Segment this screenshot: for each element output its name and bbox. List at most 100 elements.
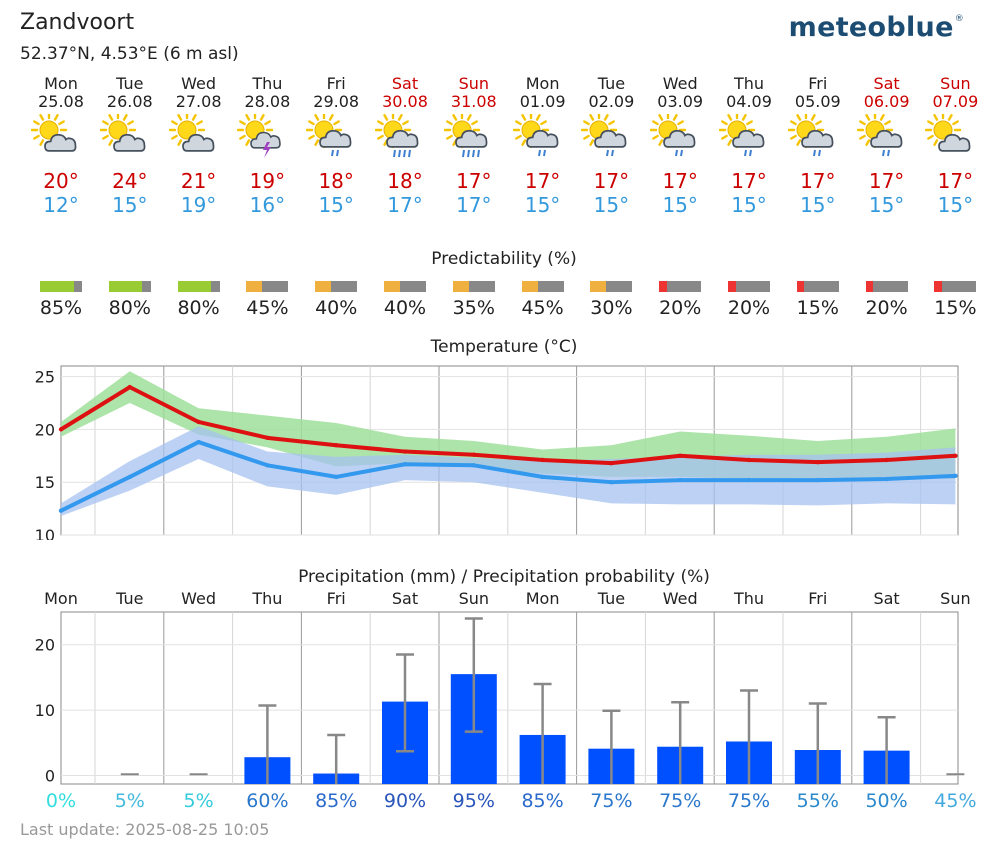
predictability-item: 80% [167,281,231,319]
precip-probability: 90% [383,790,427,812]
day-date: 28.08 [244,92,291,111]
day-column[interactable]: Sun 07.09 17° 15° [925,75,985,217]
predictability-fill [177,281,212,292]
predictability-value: 15% [934,297,977,319]
precip-probability: 5% [114,790,145,812]
day-name: Fri [326,74,346,93]
predictability-fill [865,281,874,292]
day-column[interactable]: Thu 28.08 19° 16° [237,75,297,217]
day-column[interactable]: Sun 31.08 17° 17° [443,74,504,217]
day-date: 07.09 [932,92,979,111]
day-name: Mon [44,74,78,93]
predictability-fill [659,281,667,292]
temp-point [471,452,476,457]
predictability-fill [315,281,332,292]
precip-x-label: Tue [597,589,625,608]
temp-max: 17° [456,169,492,193]
day-name: Wed [662,74,698,93]
day-column[interactable]: Sat 30.08 18° 17° [375,75,435,217]
predictability-item: 20% [855,281,919,319]
precip-probability: 75% [590,790,633,812]
temp-min: 15° [868,193,905,217]
temp-min: 12° [43,193,79,217]
day-column[interactable]: Fri 05.09 17° 15° [787,75,848,217]
predictability-bar [521,281,564,292]
temp-min: 16° [249,193,286,217]
precip-x-label: Mon [44,589,78,608]
day-column[interactable]: Mon 01.09 17° 15° [512,75,573,217]
temp-point [884,457,889,463]
precip-y-tick: 0 [45,766,55,785]
predictability-value: 80% [177,297,220,319]
precip-x-label: Wed [181,589,216,608]
day-date: 05.09 [794,92,841,111]
day-name: Thu [252,74,283,93]
predictability-bar [246,281,289,292]
temp-y-tick: 10 [35,526,55,540]
temp-point [953,473,958,479]
precip-probability: 75% [659,790,702,812]
predictability-value: 30% [590,297,633,319]
precip-probability: 5% [183,790,214,812]
sun-rain-icon [581,114,634,160]
precip-probability: 50% [865,790,908,812]
temp-max: 17° [662,169,698,193]
predictability-item: 15% [923,281,987,319]
predictability-value: 40% [383,297,427,319]
meteoblue-logo[interactable]: meteoblue® [789,12,964,43]
temp-min: 15° [800,193,836,217]
predictability-item: 40% [373,281,437,319]
day-column[interactable]: Sat 06.09 17° 15° [856,74,917,217]
precip-x-label: Fri [808,589,827,608]
predictability-fill [40,281,74,292]
day-date: 03.09 [657,92,704,111]
day-column[interactable]: Tue 02.09 17° 15° [581,75,641,217]
temp-point [265,435,270,441]
temp-point [402,449,408,454]
sun-cloud-icon [925,114,978,160]
predictability-bar [934,281,977,292]
day-column[interactable]: Fri 29.08 18° 15° [306,75,366,217]
day-date: 29.08 [313,92,360,111]
temp-point [678,453,683,458]
predictability-fill [452,281,469,292]
precip-x-label: Wed [663,589,698,608]
predictability-bar [796,281,839,292]
predictability-item: 45% [235,281,299,319]
predictability-bar [40,281,82,292]
temp-max: 17° [524,169,561,193]
predictability-item: 20% [717,281,781,319]
temp-point [127,474,132,480]
temp-min: 15° [937,193,974,217]
predictability-fill [934,281,942,292]
predictability-fill [246,281,263,292]
temp-point [196,419,201,425]
sun-cloud-icon [99,114,153,160]
precip-probability: 85% [315,790,358,812]
sun-cloud-icon [168,114,222,160]
day-column[interactable]: Tue 26.08 24° 15° [99,75,160,217]
day-column[interactable]: Thu 04.09 17° 15° [719,75,779,217]
temp-point [471,463,476,468]
day-name: Sun [458,74,490,93]
temp-min: 15° [112,193,148,217]
temp-y-tick: 15 [35,473,55,492]
temp-min: 17° [387,193,423,217]
sun-cloud-icon [31,114,84,160]
temp-point [196,439,201,445]
day-column[interactable]: Wed 27.08 21° 19° [168,75,229,217]
precip-x-label: Sun [940,589,970,608]
day-column[interactable]: Wed 03.09 17° 15° [650,75,710,217]
temp-min: 15° [731,193,767,217]
precip-x-label: Sun [459,589,489,608]
temp-max: 19° [249,169,286,193]
day-column[interactable]: Mon 25.08 20° 12° [31,75,91,217]
temp-min: 15° [593,193,630,217]
predictability-bar [177,281,220,292]
day-name: Sat [873,74,900,93]
predictability-value: 20% [659,297,702,319]
predictability-item: 45% [511,281,575,319]
precip-x-label: Sat [873,589,899,608]
predictability-bar [315,281,358,292]
precipitation-chart: Mon Tue Wed Thu Fri Sat Sun Mon Tue Wed Thu Fri Sat S… [35,589,971,785]
